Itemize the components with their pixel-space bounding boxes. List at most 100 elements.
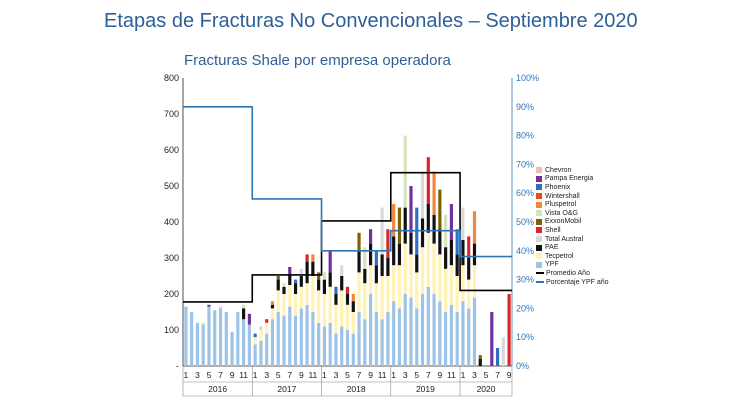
legend-swatch (536, 167, 542, 174)
bar-segment-other (495, 348, 500, 366)
bar-segment-tec (374, 283, 378, 312)
bar-segment-ypf (397, 308, 402, 366)
bar-segment-ypf (444, 312, 448, 366)
legend-swatch (536, 236, 542, 243)
bar-segment-tec (415, 272, 419, 309)
bar-segment-other (501, 337, 505, 366)
bar-segment-pae (351, 301, 355, 312)
bar-segment-pae (357, 250, 361, 273)
legend-swatch (536, 201, 542, 208)
bar-segment-other (409, 186, 413, 233)
bar-segment-other (259, 326, 263, 330)
bar-segment-ypf (265, 333, 269, 366)
bar-segment-ypf (305, 304, 309, 366)
legend-label: Pluspetrol (545, 201, 577, 209)
bar-segment-pae (449, 240, 453, 266)
bar-segment-ypf (288, 306, 292, 366)
y-right-tick-label: 10% (516, 332, 534, 342)
x-tick-label: 9 (437, 370, 442, 380)
x-tick-label: 1 (184, 370, 189, 380)
bar-segment-other (218, 306, 223, 309)
bar-segment-ypf (207, 306, 211, 366)
bar-segment-other (207, 304, 211, 307)
bar-segment-other (242, 304, 246, 309)
bar-segment-pae (426, 204, 430, 233)
bar-segment-pae (270, 304, 275, 309)
bar-segment-pae (322, 279, 326, 294)
slide-title: Etapas de Fracturas No Convencionales – … (104, 10, 638, 32)
bar-segment-ypf (322, 326, 326, 366)
bar-segment-other (276, 276, 280, 280)
y-left-tick-label: 500 (164, 181, 179, 191)
bar-segment-pae (345, 294, 350, 305)
legend-line-swatch (536, 272, 544, 275)
bar-segment-tec (472, 265, 477, 298)
bar-segment-ypf (270, 319, 275, 366)
bar-segment-tec (357, 272, 361, 312)
legend-swatch (536, 244, 542, 251)
legend-item: Vista O&G (536, 209, 646, 218)
x-tick-label: 1 (322, 370, 327, 380)
year-label: 2019 (416, 384, 435, 394)
x-tick-label: 7 (495, 370, 500, 380)
y-right-tick-label: 80% (516, 131, 534, 141)
y-left-tick-label: - (176, 361, 179, 371)
bar-segment-tec (438, 254, 442, 302)
bar-segment-pae (472, 243, 477, 266)
legend-label: YPF (545, 261, 559, 269)
bar-segment-ypf (190, 312, 194, 366)
bar-segment-other (420, 171, 425, 219)
bar-segment-other (392, 204, 396, 237)
bar-segment-tec (380, 276, 384, 320)
legend-label: Phoenix (545, 183, 571, 191)
bar-segment-pae (392, 236, 396, 266)
bar-segment-tec (259, 330, 263, 341)
bar-segment-pae (374, 265, 378, 284)
legend-item: Total Austral (536, 235, 646, 244)
bar-segment-other (386, 229, 390, 258)
x-tick-label: 3 (264, 370, 269, 380)
legend-item: Wintershall (536, 192, 646, 201)
year-label: 2017 (277, 384, 296, 394)
bar-segment-ypf (432, 294, 436, 366)
chart-legend: Chevron Pampa Energia Phoenix Wintershall Pl… (536, 166, 646, 286)
bar-segment-tec (270, 308, 275, 320)
legend-item: Pluspetrol (536, 200, 646, 209)
x-tick-label: 7 (357, 370, 362, 380)
legend-swatch (536, 261, 542, 268)
bar-segment-tec (265, 322, 269, 334)
bar-segment-other (403, 135, 407, 208)
bar-segment-tec (288, 285, 292, 307)
legend-label: Shell (545, 226, 561, 234)
legend-label: PAE (545, 244, 559, 252)
bar-segment-ypf (195, 322, 200, 366)
bar-segment-ypf (449, 304, 453, 366)
bar-segment-ypf (403, 294, 407, 366)
x-tick-label: 9 (507, 370, 512, 380)
bar-segment-other (311, 254, 315, 262)
legend-item: Chevron (536, 166, 646, 175)
bar-segment-other (374, 250, 378, 266)
bar-segment-pae (438, 229, 442, 255)
bar-segment-ypf (259, 340, 263, 366)
bar-segment-ypf (438, 301, 442, 366)
bar-segment-tec (328, 286, 332, 323)
bar-segment-pae (317, 279, 321, 291)
legend-item: Porcentaje YPF año (536, 278, 646, 287)
x-tick-label: 7 (287, 370, 292, 380)
bar-segment-pae (328, 272, 332, 287)
bar-segment-other (265, 319, 269, 323)
bar-segment-ypf (282, 315, 286, 366)
bar-segment-ypf (293, 315, 298, 366)
bar-segment-pae (420, 218, 425, 248)
bar-segment-pae (467, 258, 471, 280)
legend-label: Total Austral (545, 235, 584, 243)
bar-segment-other (345, 286, 350, 294)
legend-item: Phoenix (536, 183, 646, 192)
y-right-tick-label: 90% (516, 102, 534, 112)
legend-item: Shell (536, 226, 646, 235)
y-left-tick-label: 200 (164, 289, 179, 299)
x-tick-label: 9 (368, 370, 373, 380)
y-right-tick-label: 60% (516, 188, 534, 198)
bar-segment-tec (432, 243, 436, 294)
